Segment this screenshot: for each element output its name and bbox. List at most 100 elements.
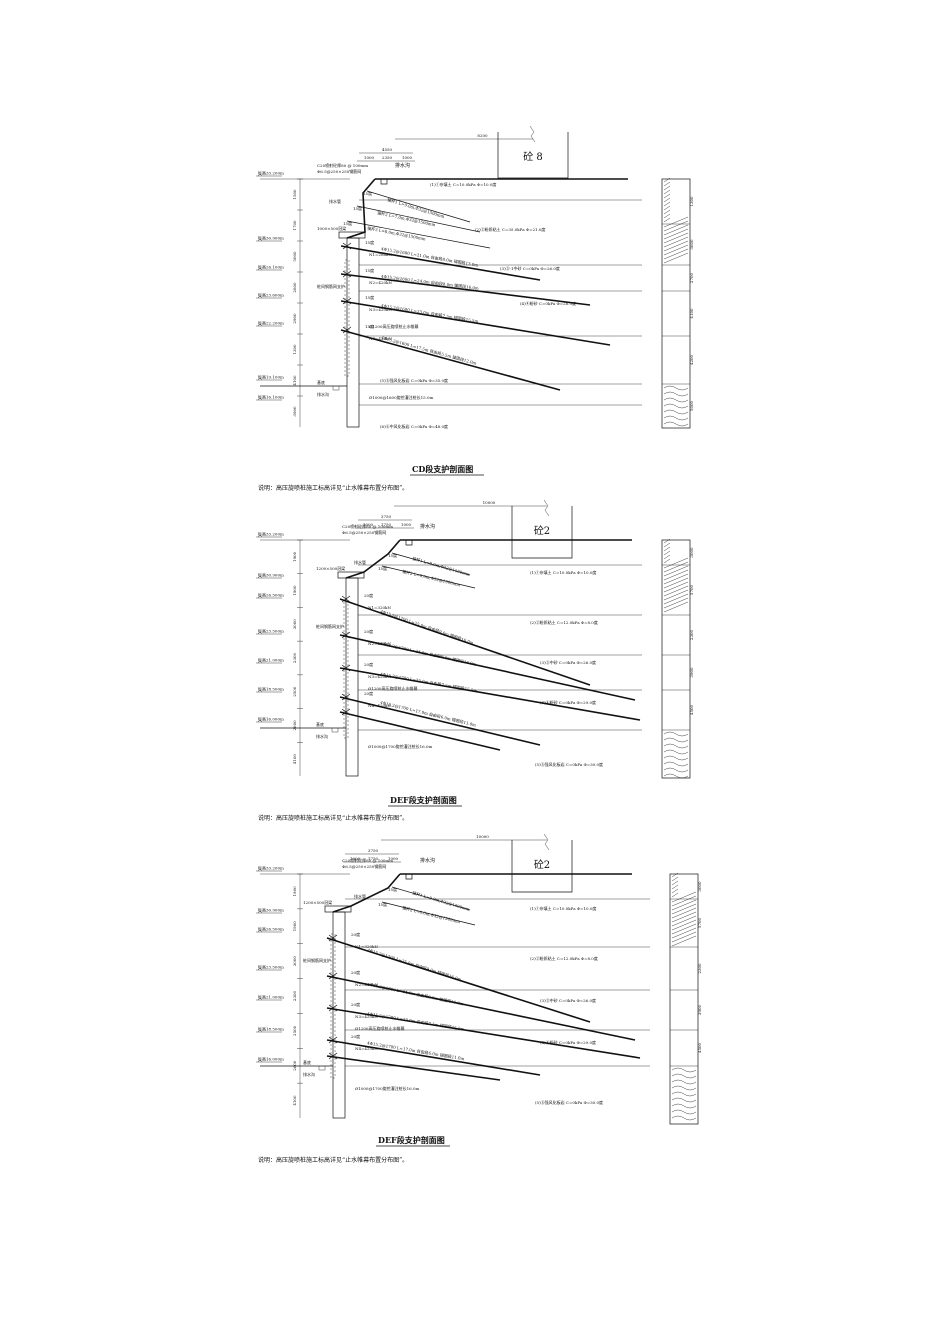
drain-ditch-icon (405, 874, 413, 880)
rock-hatch (663, 409, 689, 415)
bored-pile (345, 577, 359, 777)
clay-hatch (663, 236, 689, 248)
clay-hatch (671, 899, 697, 911)
anchor-head-icon (341, 708, 351, 716)
building-outline (511, 506, 573, 559)
depth-dimension-value: 4100 (292, 754, 297, 765)
top-dimension-value: 8200 (477, 133, 488, 138)
strata-column (669, 873, 699, 1125)
break-mark (543, 833, 550, 851)
soil-layer-label: (2)②粉质粘土 C=35.0kPa Φ=21.0度 (475, 226, 545, 232)
clay-hatch (671, 919, 697, 931)
elevation-triangle-icon (257, 929, 263, 933)
top-dimension-value: 10000 (476, 834, 489, 839)
fill-hatch (663, 550, 671, 556)
elevation-triangle-icon (257, 689, 263, 693)
elevation-label: 标高18.500m (258, 686, 284, 692)
angle-label: 20度 (364, 661, 373, 667)
elevation-label: 标高16.100m (258, 394, 284, 400)
clay-hatch (663, 565, 689, 577)
depth-dimension-value: 1900 (292, 886, 297, 897)
strata-thickness: 4200 (689, 354, 694, 365)
curtain-label: Ø1200高压旋喷桩止水帷幕 (369, 323, 418, 329)
anchor-label: 4Φ15.2@1700 L=25.0m 自由段9.0m 锚固段16.0m (380, 608, 475, 646)
sub-dimension-value: 3750 (368, 848, 379, 853)
axial-force-label: N4=420kN (355, 1046, 378, 1051)
elevation-label: 标高33.200m (258, 531, 284, 537)
elevation-label: 标高26.500m (258, 592, 284, 598)
soil-layer-label: (3)③-1中砂 C=0kPa Φ=26.0度 (500, 265, 560, 271)
building-label: 砼2 (534, 524, 550, 537)
soil-layer-label: (1)①杂填土 C=10.0kPa Φ=10.0度 (430, 181, 496, 187)
building-outline (511, 840, 573, 893)
pile-label: Ø1000@1600旋挖灌注桩长15.0m (369, 394, 434, 400)
pile-label: Ø1000@1700旋挖灌注桩长16.0m (355, 1085, 420, 1091)
elevation-label: 标高30.900m (258, 907, 284, 913)
soil-layer-label: (3)③中砂 C=0kPa Φ=26.0度 (540, 659, 596, 665)
clay-hatch (663, 597, 689, 609)
elevation-triangle-icon (257, 631, 263, 635)
axial-force-label: N4=420kN (369, 336, 392, 341)
angle-label: 20度 (351, 969, 360, 975)
rock-hatch (671, 1097, 697, 1103)
section-caption: DEF段支护剖面图 (378, 1135, 445, 1145)
anchor-head-icon (328, 1004, 338, 1012)
clay-hatch (663, 569, 689, 581)
drain-ditch-label: 排水沟 (395, 162, 410, 169)
elevation-label: 标高18.500m (258, 1026, 284, 1032)
soil-nail-label: 锚杆2 L=6.0m,Φ32@1500mm (402, 904, 461, 924)
strata-thickness: 4500 (689, 704, 694, 715)
sub-dimension-value: 1000 (388, 856, 399, 861)
sump-icon (318, 1066, 326, 1071)
clay-hatch (663, 561, 689, 573)
rock-hatch (663, 415, 689, 421)
strata-thickness: 3900 (697, 1004, 702, 1015)
clay-hatch (671, 927, 697, 939)
elevation-label: 标高16.000m (258, 1056, 284, 1062)
clay-hatch (671, 935, 697, 947)
drain-pipe-label: 排水管 (329, 198, 341, 204)
depth-dimension-value: 2300 (292, 652, 297, 663)
fill-hatch (671, 880, 679, 886)
rock-hatch (663, 755, 689, 761)
anchor-head-icon (341, 631, 351, 639)
rock-hatch (663, 767, 689, 773)
building-label: 砼 8 (523, 150, 543, 163)
drain-ditch-icon (380, 179, 388, 185)
soil-nail (391, 552, 471, 576)
elevation-label: 标高30.900m (258, 235, 284, 241)
prestressed-anchor (340, 329, 561, 391)
elevation-triangle-icon (257, 660, 263, 664)
sub-dimension-value: 1750 (381, 522, 392, 527)
building-label: 砼2 (534, 858, 550, 871)
rock-hatch (671, 1085, 697, 1091)
excavation-slope (345, 539, 401, 579)
depth-dimension-value: 1900 (292, 585, 297, 596)
section-def1: 10000 3750 1000 1750 1000 砼2 排水沟 C20喷射砼厚80 @ 10… (256, 499, 694, 822)
angle-label: 15度 (388, 552, 397, 558)
axial-force-label: N4=420kN (368, 703, 391, 708)
clay-hatch (663, 224, 689, 236)
curtain-hatch (344, 259, 350, 377)
depth-dimension-value: 1700 (292, 220, 297, 231)
sump-icon (331, 728, 339, 733)
anchor-head-icon (328, 934, 338, 942)
curtain-hatch (330, 933, 336, 1079)
elevation-triangle-icon (257, 997, 263, 1001)
elevation-triangle-icon (257, 868, 263, 872)
axial-force-label: N3=420kN (369, 307, 392, 312)
elevation-label: 标高33.200m (258, 170, 284, 176)
prestressed-anchor (339, 667, 641, 721)
rock-hatch (671, 1067, 697, 1073)
angle-label: 15度 (378, 901, 387, 907)
fill-hatch (663, 201, 671, 207)
angle-label: 20度 (351, 1001, 360, 1007)
elevation-triangle-icon (257, 397, 263, 401)
anchor-head-icon (342, 270, 352, 278)
axial-force-label: N3=420kN (355, 1014, 378, 1019)
elevation-triangle-icon (257, 719, 263, 723)
strata-thickness: 2700 (689, 272, 694, 283)
prestressed-anchor (326, 1039, 541, 1076)
strata-thickness: 4500 (697, 1042, 702, 1053)
anchor-label: 4Φ15.2@1600 L=24.0m 自由段8.0m 锚固段16.0m (381, 273, 479, 291)
